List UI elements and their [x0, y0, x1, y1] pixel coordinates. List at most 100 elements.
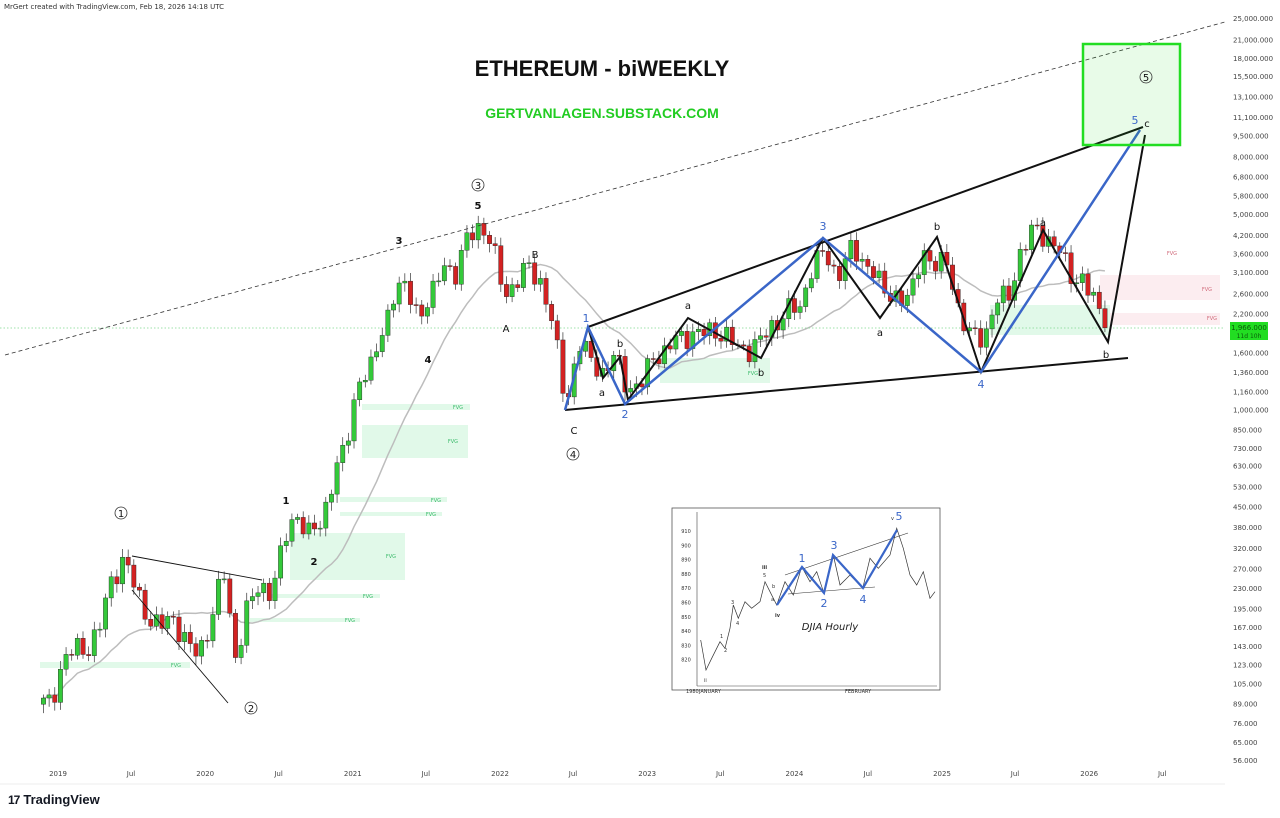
candle-down: [481, 223, 487, 236]
price-tick-label: 530.000: [1233, 484, 1262, 492]
candle-down: [820, 250, 826, 252]
diagonal-upper-line[interactable]: [587, 126, 1144, 328]
triangle-upper-line[interactable]: [131, 555, 263, 581]
svg-text:1: 1: [118, 509, 124, 520]
fvg-label: FVG: [448, 439, 458, 445]
candle-up: [1029, 224, 1034, 251]
candle-down: [69, 654, 75, 656]
blue-wave-5: 5: [1132, 114, 1139, 127]
inset-y-tick: 820: [681, 658, 691, 664]
chart-subtitle: GERTVANLAGEN.SUBSTACK.COM: [485, 105, 719, 121]
candle-down: [312, 522, 317, 530]
inset-y-tick: 870: [681, 586, 691, 592]
candle-up: [41, 697, 46, 705]
candle-down: [972, 327, 978, 330]
candle-up: [120, 556, 125, 585]
blue-wave-path[interactable]: [563, 129, 1142, 411]
candles: [41, 215, 1108, 714]
fvg-label: FVG: [386, 554, 396, 560]
candle-down: [865, 259, 871, 267]
time-axis-labels[interactable]: 2019 Jul 2020 Jul 2021 Jul 2022 Jul 2023 Jul 2024 J…: [49, 770, 1166, 778]
candle-down: [825, 251, 831, 266]
time-tick-label: 2021: [344, 770, 362, 778]
triangle-lower-line[interactable]: [131, 589, 229, 704]
inset-blue-3: 3: [831, 539, 838, 552]
minor-wave-a: a: [599, 388, 605, 399]
time-tick-label: 2024: [785, 770, 803, 778]
diagonal-lower-line[interactable]: [564, 357, 1129, 411]
blue-wave-1: 1: [583, 312, 590, 325]
minor-wave-b: b: [1103, 350, 1109, 361]
candle-up: [526, 262, 532, 264]
time-tick-label: 2020: [196, 770, 214, 778]
candle-up: [216, 578, 221, 615]
price-tick-label: 4,200.000: [1233, 232, 1269, 240]
candle-down: [667, 345, 673, 350]
dashed-trendline[interactable]: [4, 21, 1226, 356]
candle-down: [1034, 224, 1040, 227]
wave-label-5: 5: [475, 201, 482, 212]
price-tick-label: 13,100.000: [1233, 94, 1273, 102]
price-axis[interactable]: [1225, 0, 1280, 770]
price-tick-label: 76.000: [1233, 720, 1258, 728]
svg-text:4: 4: [736, 621, 739, 627]
price-tick-label: 15,500.000: [1233, 73, 1273, 81]
candle-down: [159, 614, 165, 629]
candle-up: [278, 545, 284, 579]
candle-down: [560, 339, 566, 394]
inset-year: 1980: [686, 689, 699, 695]
candle-up: [154, 614, 159, 627]
time-tick-label: Jul: [1157, 770, 1167, 778]
candle-down: [701, 329, 707, 336]
candle-down: [1068, 252, 1074, 284]
price-tick-label: 1,160.000: [1233, 388, 1269, 396]
candle-down: [204, 640, 210, 642]
candle-down: [882, 270, 888, 294]
candle-down: [86, 654, 92, 656]
target-box[interactable]: [1081, 42, 1182, 147]
wave-label-2: 2: [311, 557, 318, 568]
candle-up: [436, 280, 442, 283]
inset-y-tick: 860: [681, 601, 691, 607]
wave-label-C: C: [571, 426, 578, 437]
candle-down: [227, 578, 233, 614]
inset-blue-1: 1: [799, 552, 806, 565]
price-tick-label: 3,600.000: [1233, 251, 1269, 259]
fvg-label: FVG: [426, 512, 436, 518]
price-tick-label: 6,800.000: [1233, 173, 1269, 181]
fvg-zone: [340, 512, 442, 516]
fvg-label: FVG: [748, 371, 758, 377]
tradingview-logo[interactable]: 17 TradingView: [8, 792, 100, 807]
candle-up: [916, 274, 922, 280]
time-tick-label: Jul: [568, 770, 578, 778]
svg-text:3: 3: [731, 600, 734, 606]
candle-up: [425, 307, 430, 317]
price-tick-label: 2,200.000: [1233, 311, 1269, 319]
price-tick-label: 380.000: [1233, 524, 1262, 532]
inset-title: DJIA Hourly: [802, 622, 859, 633]
svg-text:iii: iii: [762, 565, 767, 571]
candle-up: [662, 345, 667, 365]
candle-up: [910, 278, 916, 296]
candle-up: [520, 262, 526, 288]
candle-down: [453, 266, 459, 285]
candle-down: [741, 344, 746, 347]
price-tick-label: 8,000.000: [1233, 154, 1269, 162]
wave-label-4: 4: [425, 355, 432, 366]
price-tick-label: 2,600.000: [1233, 290, 1269, 298]
price-tick-label: 167.000: [1233, 624, 1262, 632]
minor-wave-a: a: [685, 301, 691, 312]
candle-up: [357, 381, 363, 400]
price-tick-label: 5,000.000: [1233, 211, 1269, 219]
price-tick-label: 1,000.000: [1233, 407, 1269, 415]
candle-up: [475, 223, 481, 241]
candle-up: [848, 240, 854, 259]
price-tick-label: 105.000: [1233, 681, 1262, 689]
time-tick-label: 2019: [49, 770, 67, 778]
candle-down: [487, 235, 492, 244]
price-tick-label: 1,360.000: [1233, 369, 1269, 377]
time-tick-label: Jul: [273, 770, 283, 778]
blue-wave-3: 3: [820, 220, 827, 233]
minor-wave-b: b: [758, 368, 764, 379]
